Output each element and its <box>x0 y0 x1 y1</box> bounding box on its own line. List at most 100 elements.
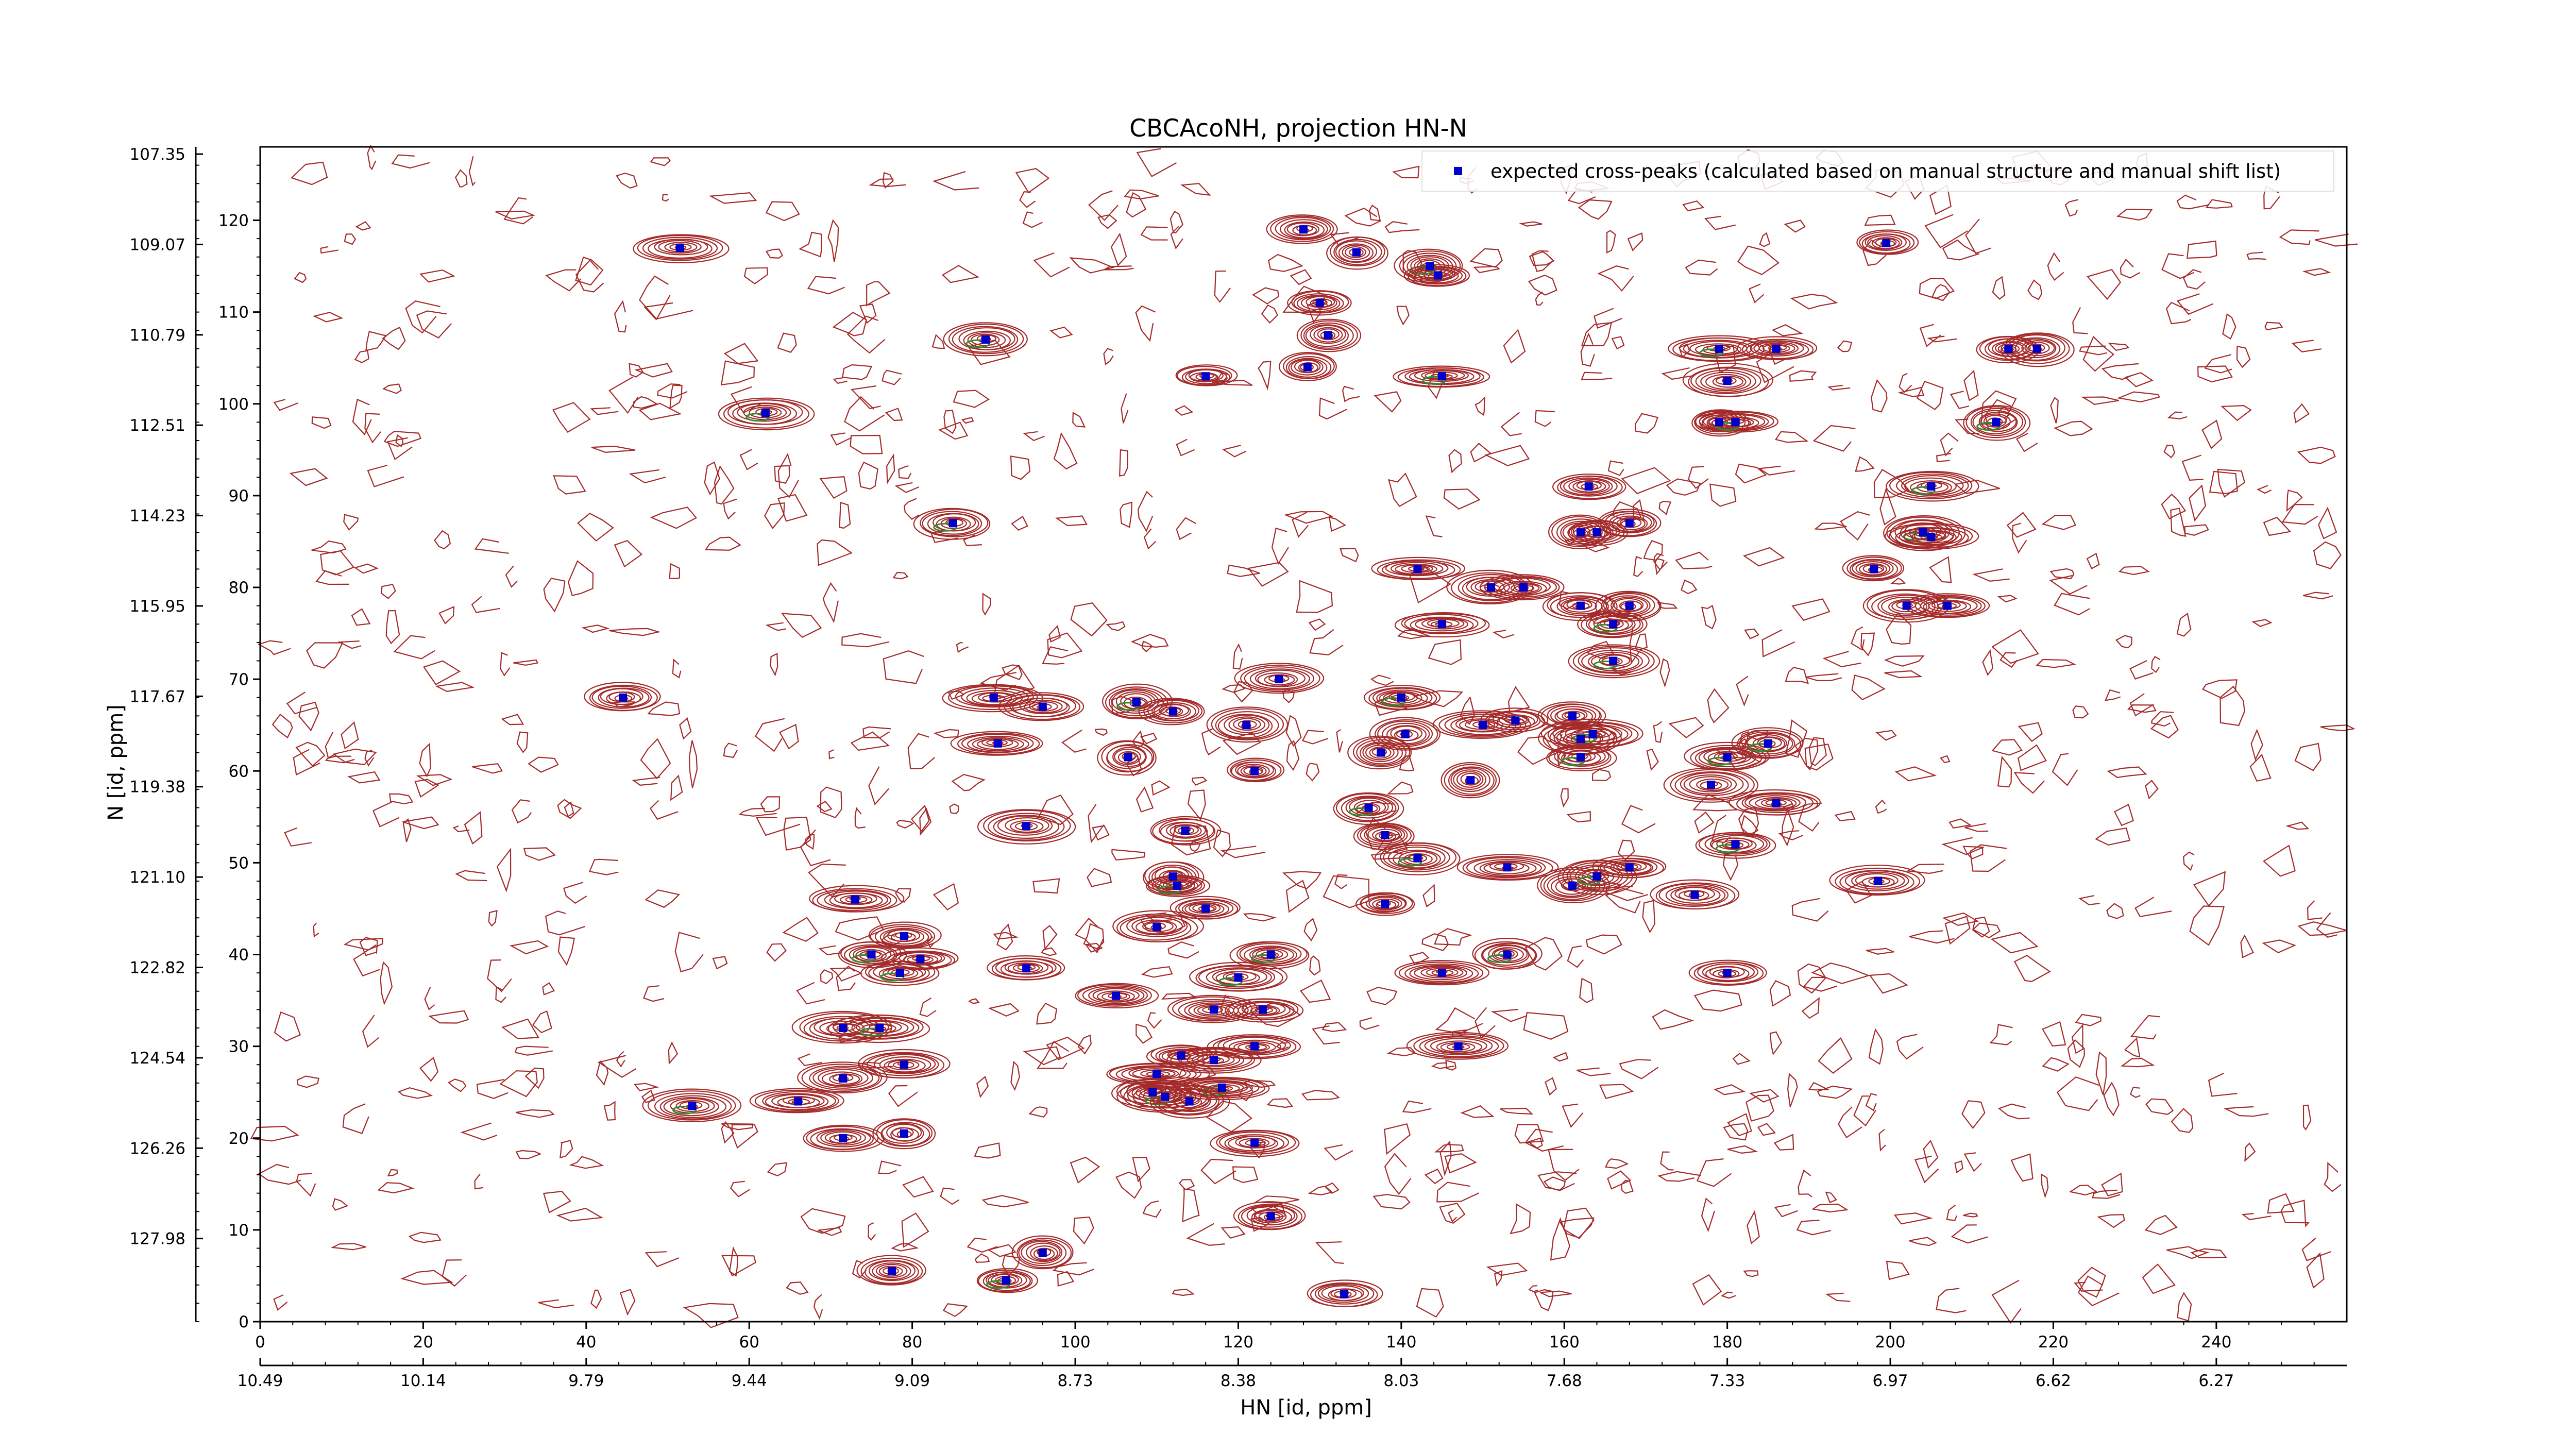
peak-contour <box>1147 700 1200 722</box>
noise-contour <box>975 1253 990 1263</box>
noise-contour <box>1286 740 1300 771</box>
cross-peak-marker <box>1584 482 1593 491</box>
peak-contour <box>827 1015 930 1043</box>
noise-contour <box>428 1010 469 1024</box>
peak-contour <box>1142 920 1174 932</box>
peak-contour <box>771 1093 825 1108</box>
cross-peak-marker <box>1250 767 1259 775</box>
cross-peak-marker <box>867 950 876 959</box>
noise-contour <box>650 507 698 529</box>
noise-contour <box>590 1289 602 1309</box>
cross-peak-marker <box>1258 1005 1267 1014</box>
x-index-tick-label: 200 <box>1875 1333 1905 1352</box>
noise-contour <box>1303 918 1318 942</box>
noise-contour <box>1954 418 1979 434</box>
noise-contour <box>1524 937 1563 971</box>
peak-contour <box>1555 878 1588 895</box>
peak-contour <box>1453 769 1487 790</box>
noise-contour <box>2209 470 2238 494</box>
noise-contour <box>1605 1158 1629 1169</box>
peak-contour <box>1867 235 1903 250</box>
noise-contour <box>2263 845 2296 877</box>
noise-contour <box>1077 1034 1092 1055</box>
noise-contour <box>1886 612 1912 645</box>
noise-contour <box>731 1124 758 1149</box>
peak-contour <box>1345 796 1393 819</box>
peak-contour <box>971 333 1000 346</box>
noise-contour <box>1386 781 1414 795</box>
peak-contour <box>1088 987 1145 1004</box>
peak-contour <box>1333 792 1404 825</box>
noise-contour <box>1775 431 1809 443</box>
noise-contour <box>1869 973 1908 994</box>
noise-contour <box>1176 517 1196 541</box>
noise-contour <box>1069 257 1115 274</box>
peak-contour <box>1252 948 1289 961</box>
peak-contour <box>1560 724 1629 745</box>
noise-contour <box>2077 1275 2120 1307</box>
peak-contour <box>1695 832 1776 859</box>
cross-peak-marker <box>1723 753 1732 762</box>
noise-contour <box>1120 501 1133 528</box>
noise-contour <box>343 514 359 531</box>
noise-contour <box>797 1053 822 1066</box>
peak-contour <box>1224 714 1270 735</box>
cross-peak-marker <box>1609 620 1618 629</box>
noise-contour <box>1448 449 1462 474</box>
noise-contour <box>883 650 924 684</box>
noise-contour <box>1840 511 1870 541</box>
peak-contour <box>1106 744 1153 772</box>
cross-peak-marker <box>1201 372 1210 381</box>
peak-contour <box>1287 290 1352 316</box>
peak-contour <box>1619 517 1642 528</box>
noise-contour <box>1130 634 1169 648</box>
noise-contour <box>2236 345 2251 368</box>
cross-peak-marker <box>1625 601 1634 610</box>
peak-contour <box>1393 365 1490 388</box>
noise-contour <box>353 563 379 574</box>
peak-contour <box>1234 663 1325 694</box>
noise-contour <box>974 1142 1001 1159</box>
y-index-tick-label: 90 <box>229 487 249 505</box>
noise-contour <box>1709 483 1737 507</box>
noise-contour <box>2049 575 2088 595</box>
noise-contour <box>1460 696 1476 726</box>
peak-contour <box>1703 413 1769 431</box>
noise-contour <box>783 816 811 851</box>
peak-contour <box>1475 580 1505 593</box>
peak-contour <box>838 941 907 969</box>
peak-contour <box>1456 771 1484 788</box>
noise-contour <box>1916 380 1944 411</box>
cross-peak-marker <box>839 1024 848 1032</box>
noise-contour <box>1749 1089 1780 1103</box>
noise-contour <box>1042 646 1069 665</box>
noise-contour <box>774 465 790 484</box>
cross-peak-marker <box>1266 1212 1275 1221</box>
peak-contour <box>1460 772 1481 786</box>
noise-contour <box>2069 1185 2097 1196</box>
noise-contour <box>760 796 781 813</box>
noise-contour <box>1794 737 1819 771</box>
noise-contour <box>2006 512 2037 538</box>
noise-contour <box>1942 239 1980 261</box>
noise-contour <box>2053 420 2093 436</box>
noise-contour <box>1927 335 1958 343</box>
peak-contour <box>1430 1038 1487 1054</box>
noise-contour <box>1798 1169 1812 1197</box>
noise-contour <box>364 750 375 767</box>
peak-contour <box>1755 797 1797 809</box>
noise-contour <box>1941 837 1984 855</box>
y-ppm-tick-label: 121.10 <box>130 868 185 887</box>
noise-contour <box>777 494 808 522</box>
noise-contour <box>2301 1238 2331 1261</box>
noise-contour <box>1189 840 1201 852</box>
noise-contour <box>662 194 669 202</box>
noise-contour <box>851 385 881 410</box>
peak-contour <box>1757 737 1782 749</box>
noise-contour <box>1743 1270 1759 1277</box>
peak-contour <box>1283 353 1335 380</box>
peak-contour <box>1212 1035 1297 1058</box>
noise-contour <box>614 300 627 333</box>
peak-contour <box>1241 1205 1298 1228</box>
peak-contour <box>1143 699 1203 723</box>
